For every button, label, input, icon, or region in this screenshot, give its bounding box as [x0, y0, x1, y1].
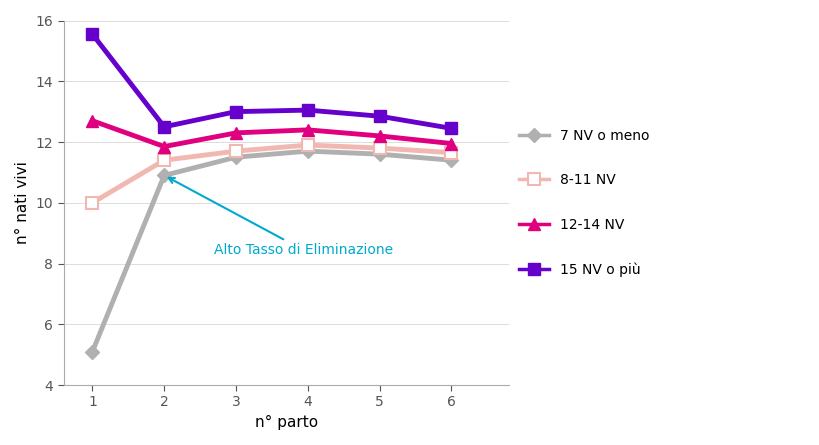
Y-axis label: n° nati vivi: n° nati vivi	[15, 162, 30, 244]
15 NV o più	[88, 32, 97, 37]
15 NV o più	[374, 113, 384, 119]
8-11 NV	[302, 142, 312, 148]
12-14 NV	[88, 118, 97, 123]
7 NV o meno	[446, 158, 455, 163]
7 NV o meno	[231, 154, 241, 160]
X-axis label: n° parto: n° parto	[255, 415, 318, 430]
7 NV o meno	[159, 173, 169, 178]
Line: 8-11 NV: 8-11 NV	[87, 139, 456, 208]
12-14 NV	[374, 133, 384, 138]
Line: 7 NV o meno: 7 NV o meno	[88, 146, 455, 356]
Legend: 7 NV o meno, 8-11 NV, 12-14 NV, 15 NV o più: 7 NV o meno, 8-11 NV, 12-14 NV, 15 NV o …	[513, 123, 654, 283]
12-14 NV	[159, 144, 169, 149]
12-14 NV	[446, 141, 455, 146]
8-11 NV	[231, 149, 241, 154]
Line: 12-14 NV: 12-14 NV	[86, 114, 457, 153]
15 NV o più	[159, 124, 169, 129]
Line: 15 NV o più: 15 NV o più	[87, 28, 456, 134]
8-11 NV	[159, 158, 169, 163]
15 NV o più	[446, 125, 455, 131]
12-14 NV	[231, 130, 241, 136]
Text: Alto Tasso di Eliminazione: Alto Tasso di Eliminazione	[169, 178, 393, 257]
8-11 NV	[446, 150, 455, 155]
12-14 NV	[302, 127, 312, 133]
7 NV o meno	[374, 151, 384, 157]
8-11 NV	[374, 146, 384, 151]
7 NV o meno	[88, 349, 97, 354]
8-11 NV	[88, 200, 97, 206]
7 NV o meno	[302, 149, 312, 154]
15 NV o più	[231, 109, 241, 114]
15 NV o più	[302, 107, 312, 113]
